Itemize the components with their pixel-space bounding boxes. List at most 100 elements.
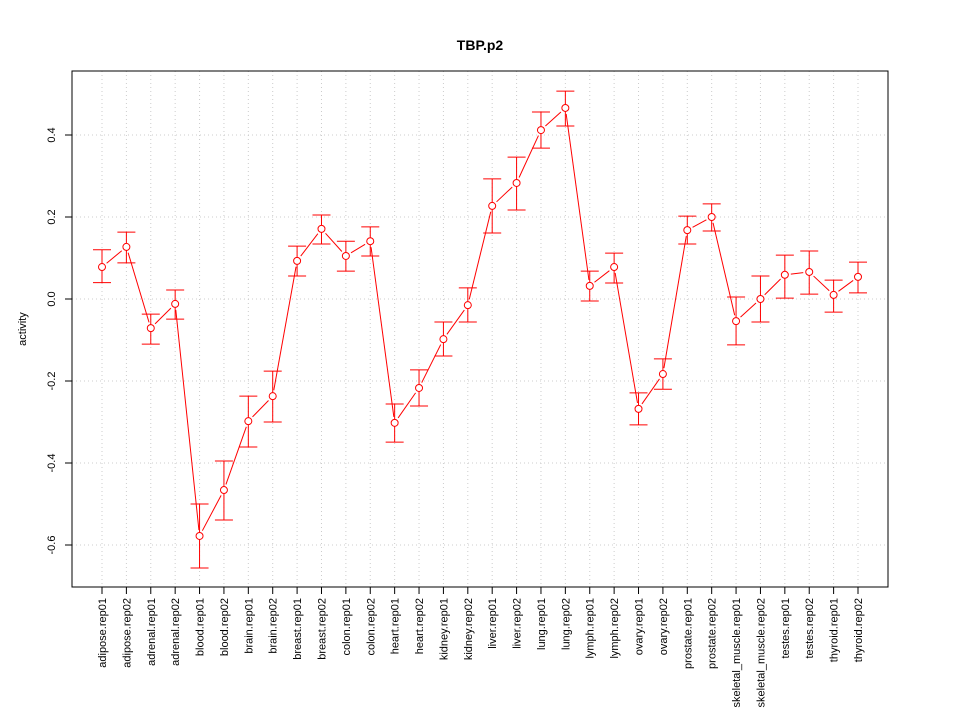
series-line-segment xyxy=(545,111,562,127)
data-point xyxy=(854,272,862,281)
series-line-segment xyxy=(565,113,590,281)
data-point xyxy=(146,324,155,333)
x-tick-label: blood.rep02 xyxy=(219,598,231,656)
x-tick-label: breast.rep01 xyxy=(292,598,304,660)
x-tick-label: heart.rep02 xyxy=(414,598,426,654)
plot-frame xyxy=(71,70,889,588)
data-point xyxy=(561,103,570,112)
x-tick-label: thyroid.rep01 xyxy=(829,598,841,662)
series-line-segment xyxy=(614,272,638,404)
series-line-segment xyxy=(518,135,539,178)
y-tick-label: 0.0 xyxy=(46,291,58,306)
x-tick-label: kidney.rep01 xyxy=(438,598,450,660)
series-line-segment xyxy=(300,233,319,257)
data-point xyxy=(293,256,302,265)
x-tick-label: lung.rep02 xyxy=(560,598,572,650)
x-tick-label: testes.rep02 xyxy=(804,598,816,659)
x-tick-label: liver.rep02 xyxy=(512,598,524,649)
data-point xyxy=(98,263,106,272)
series-line-segment xyxy=(663,235,687,369)
x-tick-label: prostate.rep01 xyxy=(682,598,694,669)
data-point xyxy=(439,335,448,344)
x-tick-label: brain.rep01 xyxy=(243,598,255,654)
y-tick-label: -0.6 xyxy=(46,536,58,555)
x-tick-label: skeletal_muscle.rep01 xyxy=(731,598,743,707)
x-tick-label: breast.rep02 xyxy=(316,598,328,660)
series-line-segment xyxy=(790,272,804,275)
series-line-segment xyxy=(594,270,610,283)
data-point xyxy=(488,201,497,210)
data-point xyxy=(780,270,789,279)
data-point xyxy=(585,281,594,290)
x-tick-label: thyroid.rep02 xyxy=(853,598,865,662)
x-axis: adipose.rep01 adipose.rep02 adrenal.rep01 a… xyxy=(97,586,865,707)
x-tick-label: liver.rep01 xyxy=(487,598,499,649)
x-tick-label: ovary.rep02 xyxy=(658,598,670,655)
x-tick-label: adrenal.rep01 xyxy=(146,598,158,666)
y-axis: -0.6 -0.4 -0.2 0.0 0.2 0.4 xyxy=(46,127,73,555)
y-axis-label: activity xyxy=(17,312,29,346)
series-line-segment xyxy=(838,280,854,292)
data-point xyxy=(756,295,765,303)
series-line-segment xyxy=(201,495,222,531)
x-tick-label: skeletal_muscle.rep02 xyxy=(755,598,767,707)
x-tick-label: lymph.rep01 xyxy=(585,598,597,659)
data-point xyxy=(658,370,667,379)
x-tick-label: heart.rep01 xyxy=(390,598,402,654)
data-point xyxy=(171,299,180,308)
data-point xyxy=(536,126,545,135)
y-tick-label: -0.4 xyxy=(46,454,58,473)
x-tick-label: lung.rep01 xyxy=(536,598,548,650)
x-tick-label: brain.rep02 xyxy=(268,598,280,654)
series-line-segment xyxy=(273,266,297,391)
data-point xyxy=(463,301,472,310)
x-tick-label: blood.rep01 xyxy=(195,598,207,656)
series-line-segment xyxy=(468,211,492,300)
series-line-segment xyxy=(225,426,247,485)
series-line-segment xyxy=(764,278,781,296)
x-tick-label: lymph.rep02 xyxy=(609,598,621,659)
series-line-segment xyxy=(325,233,343,252)
grid xyxy=(72,71,888,587)
x-tick-label: adipose.rep02 xyxy=(121,598,133,668)
series-line-segment xyxy=(446,309,465,335)
x-tick-label: kidney.rep02 xyxy=(463,598,475,660)
x-tick-label: adipose.rep01 xyxy=(97,598,109,668)
data-point xyxy=(268,392,277,401)
series-line-segment xyxy=(712,222,736,316)
series-line-segment xyxy=(154,307,172,325)
series-line-segment xyxy=(740,302,757,318)
data-point xyxy=(195,531,204,540)
data-point xyxy=(610,263,619,272)
x-tick-label: prostate.rep02 xyxy=(707,598,719,669)
series-line-segment xyxy=(370,247,395,417)
data-point xyxy=(219,486,228,495)
x-tick-label: adrenal.rep02 xyxy=(170,598,182,666)
series-line-segment xyxy=(106,250,123,264)
x-tick-label: colon.rep01 xyxy=(341,598,353,656)
data-point xyxy=(732,317,741,326)
series-line-segment xyxy=(496,186,513,203)
series-line-segment xyxy=(252,400,269,418)
series-line-segment xyxy=(813,275,830,292)
data-point xyxy=(244,417,253,426)
data-point xyxy=(805,267,814,276)
series xyxy=(93,90,867,569)
data-point xyxy=(415,383,424,392)
series-line-segment xyxy=(641,378,660,405)
data-point xyxy=(366,237,375,246)
data-point xyxy=(390,418,399,427)
y-tick-label: -0.2 xyxy=(46,372,58,391)
x-tick-label: testes.rep01 xyxy=(780,598,792,659)
series-line-segment xyxy=(175,309,200,531)
series-line-segment xyxy=(397,392,417,419)
x-tick-label: ovary.rep01 xyxy=(634,598,646,655)
series-line-segment xyxy=(127,252,150,323)
data-point xyxy=(829,290,838,299)
data-point xyxy=(341,251,350,260)
series-line-segment xyxy=(692,219,707,228)
data-point xyxy=(122,242,131,251)
x-tick-label: colon.rep02 xyxy=(365,598,377,656)
data-point xyxy=(634,404,643,413)
